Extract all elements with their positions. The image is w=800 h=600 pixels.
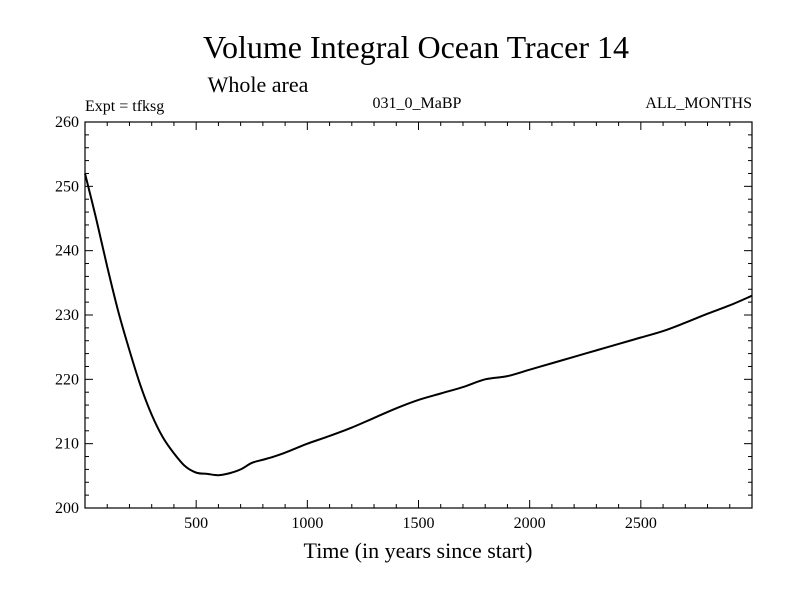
x-axis-label: Time (in years since start) [304, 538, 533, 563]
x-tick-label: 1000 [291, 515, 323, 532]
months-label: ALL_MONTHS [645, 95, 752, 112]
y-tick-label: 200 [55, 500, 79, 517]
y-tick-label: 220 [55, 371, 79, 388]
y-tick-label: 240 [55, 243, 79, 260]
series-layer [84, 173, 753, 477]
y-tick-label: 210 [55, 436, 79, 453]
x-tick-label: 500 [184, 515, 208, 532]
plot-frame [84, 121, 753, 509]
x-tick-label: 2500 [625, 515, 657, 532]
run-label: 031_0_MaBP [373, 95, 462, 112]
x-tick-label: 1500 [403, 515, 435, 532]
chart-subtitle: Whole area [208, 72, 309, 97]
y-tick-label: 260 [55, 114, 79, 131]
x-tick-label: 2000 [514, 515, 546, 532]
y-tick-label: 230 [55, 307, 79, 324]
y-axis-ticks: 200 210 220 230 240 250 260 [55, 114, 752, 517]
chart-title: Volume Integral Ocean Tracer 14 [203, 29, 629, 65]
experiment-label: Expt = tfksg [85, 98, 164, 115]
x-axis-ticks: 500 1000 1500 2000 2500 [106, 122, 731, 532]
series-line [84, 173, 753, 477]
y-tick-label: 250 [55, 178, 79, 195]
